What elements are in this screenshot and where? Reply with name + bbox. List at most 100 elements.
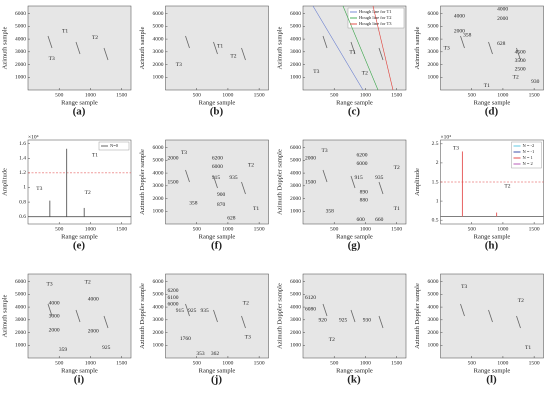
annotation: 915 — [212, 175, 221, 181]
y-tick-label: 2000 — [153, 62, 164, 68]
target-streak — [322, 303, 328, 317]
y-tick-label: 6000 — [15, 279, 26, 285]
x-tick-label: 1500 — [529, 360, 540, 366]
annotation: 1500 — [168, 179, 179, 185]
legend-label: N = -1 — [523, 149, 535, 154]
y-axis-label: Azimuth sample — [1, 295, 8, 338]
y-tick-label: 3000 — [15, 317, 26, 323]
panel-label: (g) — [348, 240, 361, 252]
annotation: 358 — [463, 33, 472, 39]
y-tick-label: 0.6 — [19, 214, 26, 220]
plot-area — [165, 5, 269, 91]
legend-label: N = 2 — [523, 161, 533, 166]
y-tick-label: 5000 — [290, 292, 301, 298]
y-tick-label: 1000 — [15, 343, 26, 349]
panel-label: (h) — [485, 240, 499, 252]
target-streak — [350, 175, 356, 189]
y-tick-label: 2.5 — [432, 141, 439, 147]
plot-area — [27, 139, 132, 225]
y-tick-label: 2000 — [290, 330, 301, 336]
y-tick-label: 1000 — [153, 343, 164, 349]
annotation: T1 — [217, 44, 223, 50]
target-streak — [378, 315, 384, 329]
target-streak — [378, 47, 384, 61]
panel-label: (a) — [73, 106, 86, 118]
annotation: 358 — [326, 209, 335, 215]
y-tick-label: 2000 — [290, 196, 301, 202]
annotation: 4000 — [49, 301, 60, 307]
target-streak — [378, 181, 384, 195]
y-axis-label: Amplitude — [1, 168, 8, 196]
hough-line — [312, 5, 364, 91]
x-tick-label: 1000 — [497, 92, 508, 98]
annotation: 3500 — [515, 58, 526, 64]
y-tick-label: 3000 — [153, 183, 164, 189]
target-streak — [322, 169, 328, 183]
annotation: 6080 — [305, 307, 316, 313]
annotation: T1 — [253, 206, 259, 212]
target-streak — [185, 169, 190, 183]
annotation: 358 — [189, 200, 198, 206]
x-tick-label: 1500 — [116, 360, 127, 366]
x-tick-label: 1000 — [85, 92, 96, 98]
annotation: T2 — [394, 165, 400, 171]
annotation: 6120 — [305, 295, 316, 301]
x-axis-label: Range sample — [61, 367, 98, 374]
x-axis-label: Range sample — [199, 233, 236, 240]
annotation: T2 — [92, 35, 98, 41]
target-streak — [460, 303, 465, 317]
x-axis-label: Range sample — [336, 233, 373, 240]
annotation: 4000 — [88, 296, 99, 302]
y-tick-label: 1000 — [428, 75, 439, 81]
annotation: T2 — [85, 280, 91, 286]
y-axis-label: Azimuth Doppler sample — [139, 149, 146, 215]
y-tick-label: 4000 — [153, 36, 164, 42]
x-tick-label: 500 — [468, 92, 477, 98]
x-axis-label: Range sample — [474, 233, 511, 240]
x-tick-label: 1000 — [222, 92, 233, 98]
annotation: 362 — [211, 351, 220, 357]
annotation: 1760 — [180, 336, 191, 342]
y-axis-label: Azimuth Doppler sample — [276, 283, 283, 349]
annotation: 4000 — [497, 7, 508, 13]
target-streak — [241, 47, 246, 61]
x-tick-label: 500 — [193, 226, 202, 232]
annotation: 4500 — [515, 49, 526, 55]
target-streak — [460, 35, 465, 49]
x-tick-label: 1000 — [497, 226, 508, 232]
y-tick-label: 6000 — [290, 145, 301, 151]
y-tick-label: 1000 — [153, 75, 164, 81]
legend-label: Hough line for T3 — [359, 21, 392, 26]
axis-exponent: ×10⁴ — [441, 134, 452, 140]
panel-label: (l) — [486, 374, 497, 386]
x-tick-label: 500 — [55, 226, 64, 232]
y-tick-label: 4000 — [290, 36, 301, 42]
y-axis-label: Azimuth Doppler sample — [414, 283, 421, 349]
legend-label: Hough line for T2 — [359, 15, 392, 20]
y-tick-label: 3000 — [290, 183, 301, 189]
legend-label: N = -2 — [523, 143, 535, 148]
x-axis-label: Range sample — [336, 99, 373, 106]
annotation: T2 — [362, 70, 368, 76]
annotation: 930 — [363, 317, 372, 323]
y-tick-label: 3000 — [153, 317, 164, 323]
target-streak — [213, 41, 218, 55]
y-tick-label: 5000 — [290, 158, 301, 164]
y-tick-label: 4000 — [428, 36, 439, 42]
annotation: 359 — [59, 347, 68, 353]
annotation: 2000 — [168, 156, 179, 162]
annotation: 3000 — [49, 313, 60, 319]
panel-label: (f) — [211, 240, 222, 252]
x-tick-label: 1500 — [254, 92, 265, 98]
target-streak — [488, 41, 493, 55]
annotation: T3 — [47, 281, 53, 287]
annotation: 1500 — [305, 179, 316, 185]
target-streak — [185, 35, 190, 49]
legend-label: N=0 — [110, 143, 119, 148]
annotation: 920 — [318, 317, 327, 323]
annotation: 6100 — [168, 295, 179, 301]
y-tick-label: 1.2 — [19, 170, 26, 176]
y-tick-label: 6000 — [428, 279, 439, 285]
target-streak — [241, 315, 246, 329]
annotation: 353 — [196, 351, 205, 357]
